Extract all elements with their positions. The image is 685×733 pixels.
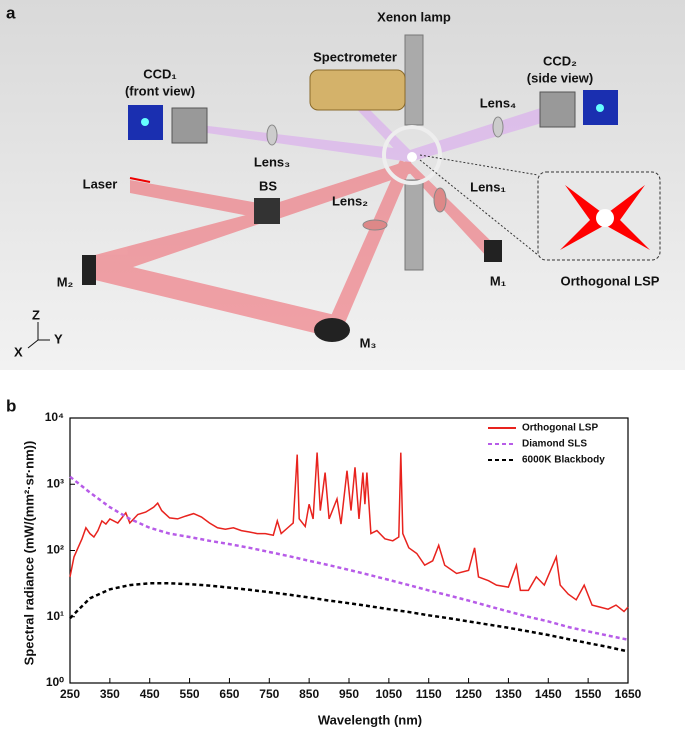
axis-x	[27, 339, 39, 349]
label: Spectrometer	[313, 49, 397, 64]
x-tick-label: 1050	[376, 687, 403, 701]
mirror-m2	[82, 255, 96, 285]
lsp-core	[596, 209, 614, 227]
lamp-top	[404, 34, 424, 126]
label: CCD₂	[543, 53, 577, 68]
label: Xenon lamp	[377, 9, 451, 24]
x-tick-label: 1350	[495, 687, 522, 701]
y-tick-label: 10²	[47, 543, 64, 557]
y-tick-label: 10¹	[47, 609, 64, 623]
zoom-line	[419, 159, 539, 256]
label: M₃	[360, 335, 377, 350]
x-tick-label: 250	[60, 687, 80, 701]
ccd1-spot	[141, 118, 149, 126]
ccd2-spot	[596, 104, 604, 112]
ccd1	[171, 107, 208, 144]
label: M₂	[57, 274, 74, 289]
mirror-m1	[484, 240, 502, 262]
lens3	[266, 124, 278, 146]
beams	[95, 95, 552, 338]
label: M₁	[490, 273, 506, 288]
plasma	[407, 152, 417, 162]
x-tick-label: 750	[259, 687, 279, 701]
label: CCD₁	[143, 66, 177, 81]
x-tick-label: 1550	[575, 687, 602, 701]
label: (front view)	[125, 83, 195, 98]
label: Lens₂	[332, 193, 368, 208]
label: BS	[259, 178, 277, 193]
label: Y	[54, 331, 63, 346]
legend-label: 6000K Blackbody	[522, 455, 605, 466]
y-axis-label: Spectral radiance (mW/(mm²·sr·nm))	[21, 441, 36, 666]
laser-arrow	[129, 177, 151, 183]
label: Orthogonal LSP	[561, 273, 660, 288]
y-tick-label: 10⁴	[45, 410, 64, 424]
x-axis-label: Wavelength (nm)	[318, 712, 422, 727]
panel-label: a	[6, 3, 16, 22]
beam-splitter	[254, 198, 280, 224]
label: X	[14, 344, 23, 359]
x-tick-label: 1650	[615, 687, 642, 701]
lens4	[492, 116, 504, 138]
panel-label: b	[6, 396, 16, 415]
x-tick-label: 1250	[455, 687, 482, 701]
series-line	[69, 582, 629, 653]
chamber	[382, 125, 442, 185]
label: Z	[32, 307, 40, 322]
series-line	[69, 475, 629, 641]
legend-label: Diamond SLS	[522, 439, 587, 450]
x-tick-label: 450	[140, 687, 160, 701]
label: (side view)	[527, 70, 593, 85]
lamp-bottom	[404, 179, 424, 271]
label: Lens₃	[254, 154, 290, 169]
label: Lens₁	[470, 179, 506, 194]
ccd2	[539, 91, 576, 128]
x-tick-label: 650	[219, 687, 239, 701]
y-tick-label: 10⁰	[46, 675, 64, 689]
lens1	[433, 187, 447, 213]
spectrometer	[309, 69, 406, 111]
x-tick-label: 850	[299, 687, 319, 701]
x-tick-label: 550	[180, 687, 200, 701]
y-tick-label: 10³	[47, 476, 64, 490]
series-line	[69, 452, 629, 613]
x-tick-label: 950	[339, 687, 359, 701]
label: Lens₄	[480, 95, 517, 110]
lens2	[362, 219, 388, 231]
x-tick-label: 1150	[416, 687, 442, 701]
legend-label: Orthogonal LSP	[522, 423, 598, 434]
x-tick-label: 1450	[535, 687, 562, 701]
mirror-m3	[314, 318, 350, 342]
x-tick-label: 350	[100, 687, 120, 701]
label: Laser	[83, 176, 118, 191]
